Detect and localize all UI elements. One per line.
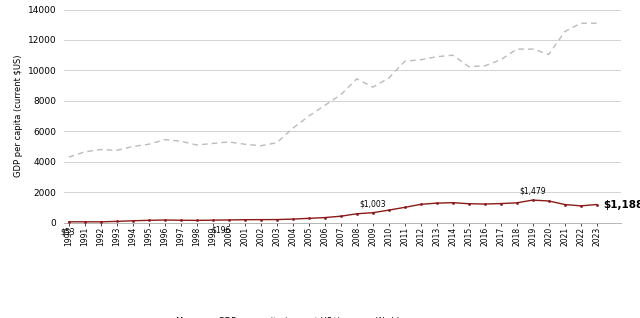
Myanmar GDP per capita (current US$): [401, 205, 409, 209]
Myanmar GDP per capita (current US$): [353, 212, 361, 216]
World: [497, 58, 505, 62]
World: [161, 138, 169, 142]
Myanmar GDP per capita (current US$): [161, 218, 169, 222]
Myanmar GDP per capita (current US$): [209, 218, 217, 222]
World: [545, 52, 553, 56]
Myanmar GDP per capita (current US$): [513, 201, 521, 205]
Myanmar GDP per capita (current US$): [81, 220, 89, 224]
Myanmar GDP per capita (current US$): [417, 203, 425, 206]
World: [305, 114, 313, 118]
Myanmar GDP per capita (current US$): [225, 218, 233, 222]
Myanmar GDP per capita (current US$): [465, 202, 473, 206]
Myanmar GDP per capita (current US$): [257, 218, 265, 222]
World: [353, 77, 361, 81]
World: [129, 145, 137, 149]
Text: $1,188: $1,188: [604, 199, 640, 210]
Myanmar GDP per capita (current US$): [177, 218, 185, 222]
Text: $53: $53: [60, 227, 74, 236]
Myanmar GDP per capita (current US$): [577, 204, 585, 208]
World: [433, 55, 441, 59]
Myanmar GDP per capita (current US$): [113, 219, 121, 223]
World: [417, 58, 425, 62]
World: [241, 142, 249, 146]
World: [385, 76, 393, 80]
Myanmar GDP per capita (current US$): [65, 220, 73, 224]
Line: World: World: [69, 23, 597, 157]
Myanmar GDP per capita (current US$): [97, 220, 105, 224]
Myanmar GDP per capita (current US$): [497, 202, 505, 205]
Text: $1,479: $1,479: [520, 187, 546, 196]
World: [321, 104, 329, 107]
World: [97, 148, 105, 151]
World: [257, 144, 265, 148]
World: [465, 65, 473, 68]
Myanmar GDP per capita (current US$): [385, 208, 393, 212]
Myanmar GDP per capita (current US$): [369, 211, 377, 215]
Myanmar GDP per capita (current US$): [193, 218, 201, 222]
World: [145, 142, 153, 146]
Legend: Myanmar GDP per capita (current US$), World: Myanmar GDP per capita (current US$), Wo…: [148, 314, 403, 318]
World: [193, 143, 201, 147]
Myanmar GDP per capita (current US$): [481, 202, 489, 206]
World: [65, 155, 73, 159]
World: [513, 47, 521, 51]
World: [81, 150, 89, 154]
Myanmar GDP per capita (current US$): [305, 217, 313, 220]
Myanmar GDP per capita (current US$): [145, 218, 153, 222]
World: [209, 142, 217, 145]
Text: $196: $196: [211, 225, 230, 234]
Myanmar GDP per capita (current US$): [449, 201, 457, 204]
World: [529, 47, 537, 51]
Myanmar GDP per capita (current US$): [289, 217, 297, 221]
World: [369, 85, 377, 89]
Myanmar GDP per capita (current US$): [593, 203, 601, 206]
World: [225, 140, 233, 144]
World: [337, 93, 345, 97]
Myanmar GDP per capita (current US$): [561, 203, 569, 206]
Myanmar GDP per capita (current US$): [129, 219, 137, 223]
Myanmar GDP per capita (current US$): [433, 201, 441, 205]
Line: Myanmar GDP per capita (current US$): Myanmar GDP per capita (current US$): [67, 199, 598, 223]
World: [401, 59, 409, 63]
Myanmar GDP per capita (current US$): [337, 214, 345, 218]
Myanmar GDP per capita (current US$): [545, 199, 553, 203]
World: [593, 21, 601, 25]
Myanmar GDP per capita (current US$): [529, 198, 537, 202]
World: [481, 64, 489, 68]
Myanmar GDP per capita (current US$): [321, 216, 329, 219]
World: [273, 141, 281, 145]
Y-axis label: GDP per capita (current $US): GDP per capita (current $US): [15, 55, 24, 177]
Text: $1,003: $1,003: [360, 199, 386, 208]
World: [113, 149, 121, 152]
World: [577, 21, 585, 25]
World: [449, 53, 457, 57]
Myanmar GDP per capita (current US$): [273, 218, 281, 221]
World: [561, 30, 569, 33]
Myanmar GDP per capita (current US$): [241, 218, 249, 222]
World: [177, 139, 185, 143]
World: [289, 126, 297, 130]
